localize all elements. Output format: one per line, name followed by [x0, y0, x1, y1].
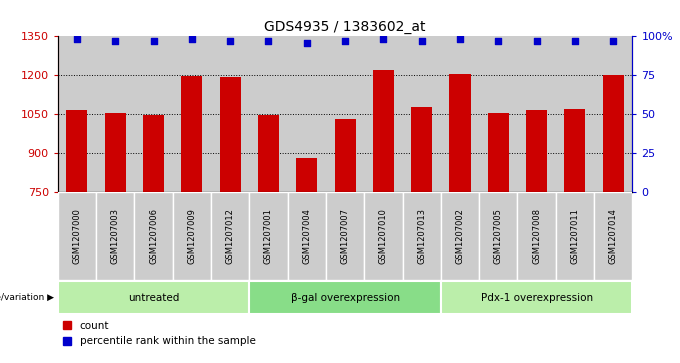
Text: GSM1207009: GSM1207009 — [188, 208, 197, 264]
Text: GSM1207011: GSM1207011 — [571, 208, 579, 264]
FancyBboxPatch shape — [403, 192, 441, 280]
Bar — [67, 110, 88, 192]
Text: GSM1207005: GSM1207005 — [494, 208, 503, 264]
FancyBboxPatch shape — [173, 192, 211, 280]
FancyBboxPatch shape — [479, 192, 517, 280]
FancyBboxPatch shape — [594, 192, 632, 280]
FancyBboxPatch shape — [517, 192, 556, 280]
Text: Pdx-1 overexpression: Pdx-1 overexpression — [481, 293, 593, 303]
Bar — [411, 107, 432, 192]
Point — [109, 38, 121, 44]
FancyBboxPatch shape — [58, 192, 96, 280]
Text: GSM1207008: GSM1207008 — [532, 208, 541, 264]
FancyBboxPatch shape — [250, 192, 288, 280]
FancyBboxPatch shape — [288, 192, 326, 280]
Point — [186, 37, 197, 42]
Text: untreated: untreated — [128, 293, 180, 303]
FancyBboxPatch shape — [326, 192, 364, 280]
Text: GSM1207013: GSM1207013 — [418, 208, 426, 264]
Legend: count, percentile rank within the sample: count, percentile rank within the sample — [63, 321, 256, 346]
Point — [454, 37, 465, 42]
Text: GSM1207004: GSM1207004 — [303, 208, 311, 264]
Bar — [488, 113, 509, 192]
Bar — [526, 110, 547, 192]
FancyBboxPatch shape — [211, 192, 250, 280]
FancyBboxPatch shape — [250, 281, 441, 314]
FancyBboxPatch shape — [135, 192, 173, 280]
Text: GSM1207003: GSM1207003 — [111, 208, 120, 264]
Bar — [602, 75, 624, 192]
Point — [71, 37, 82, 42]
Point — [608, 38, 619, 44]
Text: β-gal overexpression: β-gal overexpression — [290, 293, 400, 303]
Text: genotype/variation ▶: genotype/variation ▶ — [0, 293, 54, 302]
Point — [493, 38, 504, 44]
FancyBboxPatch shape — [441, 281, 632, 314]
FancyBboxPatch shape — [96, 192, 135, 280]
Text: GSM1207001: GSM1207001 — [264, 208, 273, 264]
Point — [148, 38, 159, 44]
Point — [263, 38, 274, 44]
Text: GSM1207010: GSM1207010 — [379, 208, 388, 264]
Bar — [258, 115, 279, 192]
Text: GSM1207006: GSM1207006 — [149, 208, 158, 264]
FancyBboxPatch shape — [364, 192, 403, 280]
Text: GSM1207012: GSM1207012 — [226, 208, 235, 264]
Text: GSM1207014: GSM1207014 — [609, 208, 617, 264]
Point — [378, 37, 389, 42]
FancyBboxPatch shape — [441, 192, 479, 280]
Text: GSM1207000: GSM1207000 — [73, 208, 82, 264]
Bar — [373, 70, 394, 192]
Point — [339, 38, 351, 44]
Point — [569, 38, 580, 44]
Point — [531, 38, 542, 44]
Bar — [296, 158, 318, 192]
Point — [416, 38, 427, 44]
Title: GDS4935 / 1383602_at: GDS4935 / 1383602_at — [265, 20, 426, 34]
FancyBboxPatch shape — [556, 192, 594, 280]
Bar — [143, 115, 164, 192]
Bar — [449, 73, 471, 192]
Bar — [105, 113, 126, 192]
Point — [224, 38, 236, 44]
Text: GSM1207007: GSM1207007 — [341, 208, 350, 264]
FancyBboxPatch shape — [58, 281, 250, 314]
Point — [301, 40, 312, 45]
Bar — [564, 109, 585, 192]
Bar — [335, 119, 356, 192]
Text: GSM1207002: GSM1207002 — [456, 208, 464, 264]
Bar — [220, 77, 241, 192]
Bar — [182, 76, 203, 192]
